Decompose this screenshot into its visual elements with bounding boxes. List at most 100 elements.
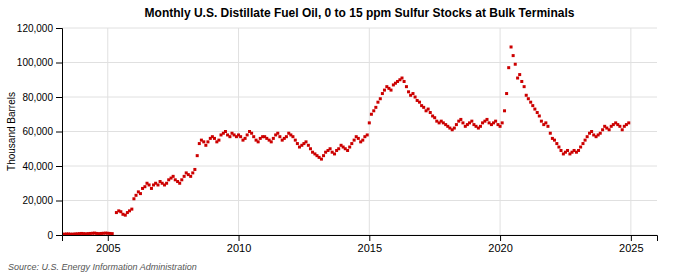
y-axis-title: Thousand Barrels [6, 92, 17, 171]
point [470, 120, 473, 123]
point [366, 133, 369, 136]
y-tick: 40,000 [22, 161, 62, 172]
point [350, 142, 353, 145]
point [294, 139, 297, 142]
point [361, 139, 364, 142]
point [512, 54, 515, 57]
chart: 20052010201520202025020,00040,00060,0008… [0, 0, 675, 275]
point [305, 140, 308, 143]
point [374, 106, 377, 109]
grid [62, 28, 657, 235]
point [601, 128, 604, 131]
point [549, 132, 552, 135]
grid-line-y [62, 200, 657, 201]
source: Source: U.S. Energy Information Administ… [8, 262, 197, 272]
x-axis-line [63, 236, 658, 242]
point [198, 142, 201, 145]
point [183, 175, 186, 178]
y-tick-label: 120,000 [17, 23, 54, 34]
point [333, 152, 336, 155]
point [189, 175, 192, 178]
point [348, 146, 351, 149]
point [213, 137, 216, 140]
point [403, 80, 406, 83]
point [411, 92, 414, 95]
point [499, 125, 502, 128]
point [178, 182, 181, 185]
point [329, 147, 332, 150]
point [459, 118, 462, 121]
point [383, 89, 386, 92]
point [368, 121, 371, 124]
y-tick-mark [56, 166, 62, 167]
x-tick: 2005 [96, 235, 120, 254]
point [257, 140, 260, 143]
point [422, 106, 425, 109]
point [143, 185, 146, 188]
point [514, 63, 517, 66]
point [510, 45, 513, 48]
y-tick-label: 60,000 [22, 126, 53, 137]
point [455, 123, 458, 126]
point [553, 139, 556, 142]
point [401, 77, 404, 80]
y-tick: 20,000 [22, 195, 62, 206]
grid-line-y [62, 131, 657, 132]
y-tick-label: 40,000 [22, 161, 53, 172]
y-tick: 80,000 [22, 92, 62, 103]
point [111, 232, 114, 235]
point [494, 120, 497, 123]
x-tick: 2025 [619, 235, 643, 254]
point [239, 135, 242, 138]
x-tick-label: 2020 [488, 242, 512, 254]
point [202, 140, 205, 143]
y-tick: 120,000 [17, 23, 62, 34]
y-tick-mark [56, 28, 62, 29]
point [252, 135, 255, 138]
point [427, 108, 430, 111]
x-tick-mark [369, 235, 370, 241]
y-tick: 100,000 [17, 57, 62, 68]
point [479, 125, 482, 128]
point [544, 121, 547, 124]
point [527, 97, 530, 100]
point [486, 118, 489, 121]
x-tick-mark [631, 235, 632, 241]
x-tick-label: 2025 [619, 242, 643, 254]
point [621, 128, 624, 131]
point [272, 137, 275, 140]
point [191, 171, 194, 174]
point [296, 142, 299, 145]
point [307, 144, 310, 147]
points [62, 45, 630, 235]
point [533, 108, 536, 111]
point [132, 197, 135, 200]
point [150, 187, 153, 190]
point [627, 121, 630, 124]
point [285, 135, 288, 138]
point [525, 94, 528, 97]
point [518, 73, 521, 76]
point [250, 132, 253, 135]
point [139, 192, 142, 195]
y-axis: 020,00040,00060,00080,000100,000120,000 [17, 23, 63, 241]
point [276, 132, 279, 135]
x-tick: 2020 [488, 235, 512, 254]
y-tick-mark [56, 97, 62, 98]
y-tick-label: 100,000 [17, 57, 54, 68]
point [379, 97, 382, 100]
point [540, 120, 543, 123]
y-tick-label: 20,000 [22, 195, 53, 206]
point [390, 89, 393, 92]
point [507, 66, 510, 69]
y-tick-label: 80,000 [22, 92, 53, 103]
point [246, 133, 249, 136]
point [206, 140, 209, 143]
point [577, 149, 580, 152]
point [224, 130, 227, 133]
grid-line-y [62, 166, 657, 167]
point [320, 158, 323, 161]
point [204, 144, 207, 147]
point [501, 121, 504, 124]
point [586, 135, 589, 138]
